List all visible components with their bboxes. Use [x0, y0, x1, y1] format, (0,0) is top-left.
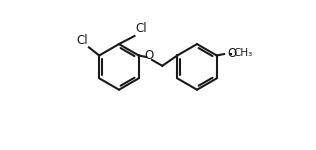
Text: CH₃: CH₃: [233, 48, 252, 58]
Text: O: O: [144, 49, 154, 62]
Text: Cl: Cl: [76, 34, 88, 47]
Text: O: O: [228, 47, 237, 60]
Text: Cl: Cl: [135, 22, 147, 35]
